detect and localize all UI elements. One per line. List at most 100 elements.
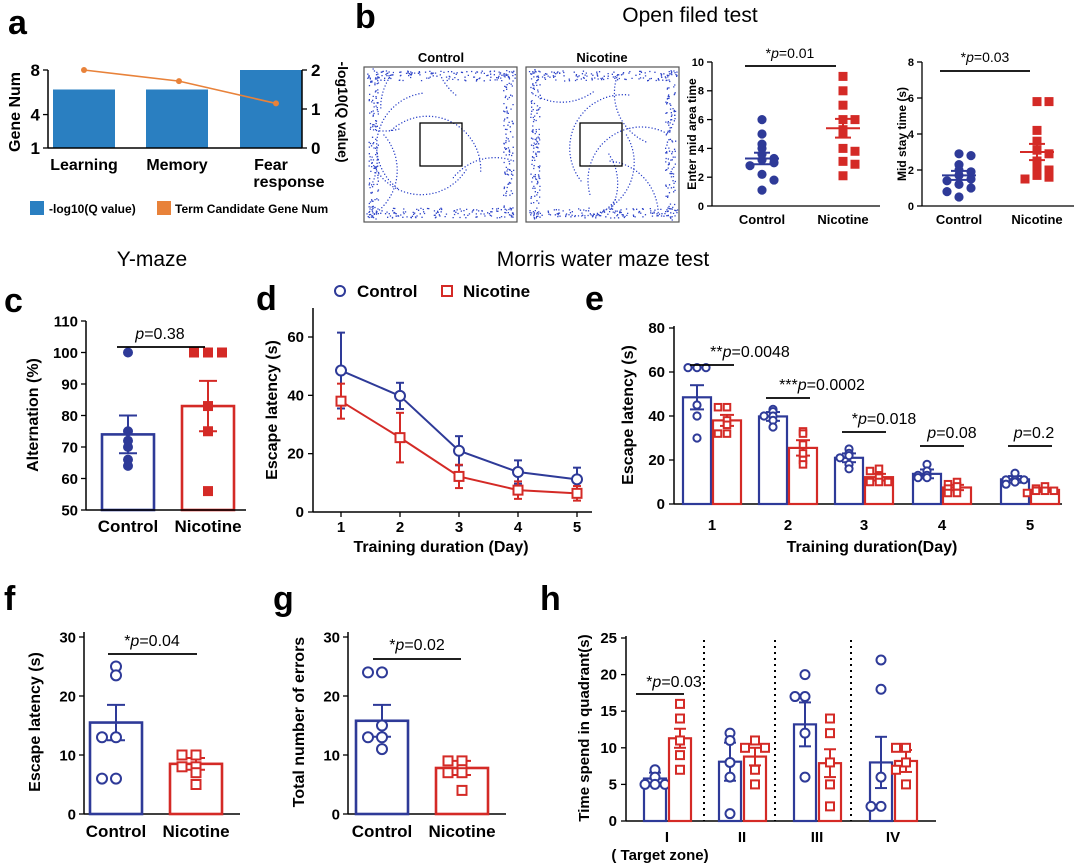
h-point-nicotine xyxy=(901,757,911,768)
e-point-nicotine xyxy=(798,429,808,438)
c-xcat-nicotine: Nicotine xyxy=(174,517,241,536)
f-ylabel: Escape latency (s) xyxy=(27,652,44,792)
g-tick-label: 30 xyxy=(323,629,340,646)
track-title-control: Control xyxy=(418,50,464,65)
f-tick-label: 0 xyxy=(68,806,76,823)
h-point-control xyxy=(865,800,877,812)
e-point-control xyxy=(683,363,693,373)
bl-tick-label: 0 xyxy=(698,201,704,213)
bl-point-control xyxy=(769,175,779,185)
e-point-nicotine xyxy=(1049,486,1059,496)
bl-point-control xyxy=(757,169,767,179)
h-point-nicotine xyxy=(675,750,685,761)
track-path-control xyxy=(366,68,516,220)
e-ytick-label: 20 xyxy=(648,452,665,469)
g-tick-label: 10 xyxy=(323,747,340,764)
e-point-nicotine xyxy=(798,440,808,449)
c-tick-label: 60 xyxy=(61,471,78,488)
d-point-nicotine xyxy=(394,432,406,444)
panel-b-left-chart: 0 2 4 6 8 10 Enter mid area time Control Nico… xyxy=(685,45,880,227)
a-ylabel-right: -log10(Q value) xyxy=(335,61,351,162)
d-legend-nicotine-marker xyxy=(441,285,453,297)
d-point-control xyxy=(453,444,465,457)
bl-point-control xyxy=(757,129,767,139)
e-point-nicotine xyxy=(713,402,723,412)
e-ytick-label: 40 xyxy=(648,408,665,425)
e-point-nicotine xyxy=(1040,486,1050,496)
panel-label-h: h xyxy=(540,580,561,618)
br-ylabel: Mid stay time (s) xyxy=(895,87,909,181)
g-point-nicotine xyxy=(456,755,468,767)
a-cat-learning: Learning xyxy=(50,157,118,174)
bl-tick-label: 6 xyxy=(698,114,704,126)
e-pvalue: p=0.2 xyxy=(1013,425,1055,442)
c-point-nicotine xyxy=(203,486,213,497)
br-tick-label: 6 xyxy=(908,93,914,105)
c-tick-label: 50 xyxy=(61,502,78,519)
bl-point-nicotine xyxy=(838,100,848,110)
g-ylabel: Total number of errors xyxy=(291,637,308,807)
bl-point-control xyxy=(757,115,767,125)
a-right-tick-label: 1 xyxy=(311,100,320,119)
e-point-control xyxy=(922,473,932,483)
c-point-nicotine xyxy=(203,401,213,412)
h-point-control xyxy=(724,771,736,783)
panel-c-chart: 50 60 70 80 90 100 110 Alternation (%) Control… xyxy=(25,313,246,536)
panel-b-right-chart: 0 2 4 6 8 Mid stay time (s) Control Nicotine… xyxy=(895,49,1074,227)
e-xtick-label: 2 xyxy=(784,517,792,534)
h-point-nicotine xyxy=(825,713,835,724)
track-dots-control xyxy=(366,68,516,220)
bl-point-control xyxy=(745,161,755,171)
e-point-nicotine xyxy=(883,477,893,487)
h-ytick-label: 15 xyxy=(600,703,617,720)
g-point-control xyxy=(376,666,388,679)
a-bar-3 xyxy=(240,70,302,148)
br-pvalue: *p=0.03 xyxy=(961,49,1010,65)
h-ytick-label: 10 xyxy=(600,740,617,757)
h-xcat-label: III xyxy=(811,829,824,846)
e-pvalue: **p=0.0048 xyxy=(710,344,790,361)
bl-pvalue: *p=0.01 xyxy=(766,45,815,61)
br-point-nicotine xyxy=(1044,172,1054,182)
e-ytick-label: 0 xyxy=(657,496,665,513)
e-ylabel: Escape latency (s) xyxy=(620,345,637,485)
bl-point-nicotine xyxy=(850,159,860,169)
c-point-control xyxy=(123,460,133,471)
d-legend-control-marker xyxy=(334,285,346,297)
d-point-control xyxy=(571,473,583,486)
g-point-control xyxy=(376,743,388,756)
c-point-nicotine xyxy=(203,426,213,437)
f-xcat-nicotine: Nicotine xyxy=(162,822,229,841)
e-point-nicotine xyxy=(943,488,953,498)
c-point-control xyxy=(123,426,133,437)
a-legend-bar-swatch xyxy=(30,201,44,215)
e-ytick-label: 80 xyxy=(648,320,665,337)
d-ytick-label: 20 xyxy=(287,446,304,463)
e-point-control xyxy=(692,433,702,443)
c-point-control xyxy=(123,347,133,358)
e-point-nicotine xyxy=(722,420,732,430)
d-point-control xyxy=(394,389,406,402)
e-point-control xyxy=(692,400,702,410)
d-ytick-label: 60 xyxy=(287,329,304,346)
a-left-tick-label: 1 xyxy=(31,139,40,158)
e-point-nicotine xyxy=(865,477,875,487)
e-point-control xyxy=(759,411,769,421)
e-point-control xyxy=(913,473,923,483)
br-tick-label: 8 xyxy=(908,57,914,69)
h-pvalue: *p=0.03 xyxy=(646,674,702,691)
g-point-nicotine xyxy=(442,755,454,767)
e-point-control xyxy=(844,451,854,461)
panel-a-chart: 1 4 8 0 1 2 Learning Memory Fear response Gen… xyxy=(7,61,351,216)
track-title-nicotine: Nicotine xyxy=(576,50,627,65)
e-point-nicotine xyxy=(722,402,732,412)
f-point-control xyxy=(110,772,122,785)
br-tick-label: 0 xyxy=(908,201,914,213)
panel-label-f: f xyxy=(4,580,16,618)
h-point-control xyxy=(799,691,811,703)
g-point-nicotine xyxy=(442,767,454,779)
f-tick-label: 20 xyxy=(59,688,76,705)
panel-label-g: g xyxy=(273,580,294,618)
panel-d-chart: Control Nicotine 0 20 40 60 1 2 3 4 5 Escape lat… xyxy=(264,282,592,556)
g-point-control xyxy=(376,719,388,732)
